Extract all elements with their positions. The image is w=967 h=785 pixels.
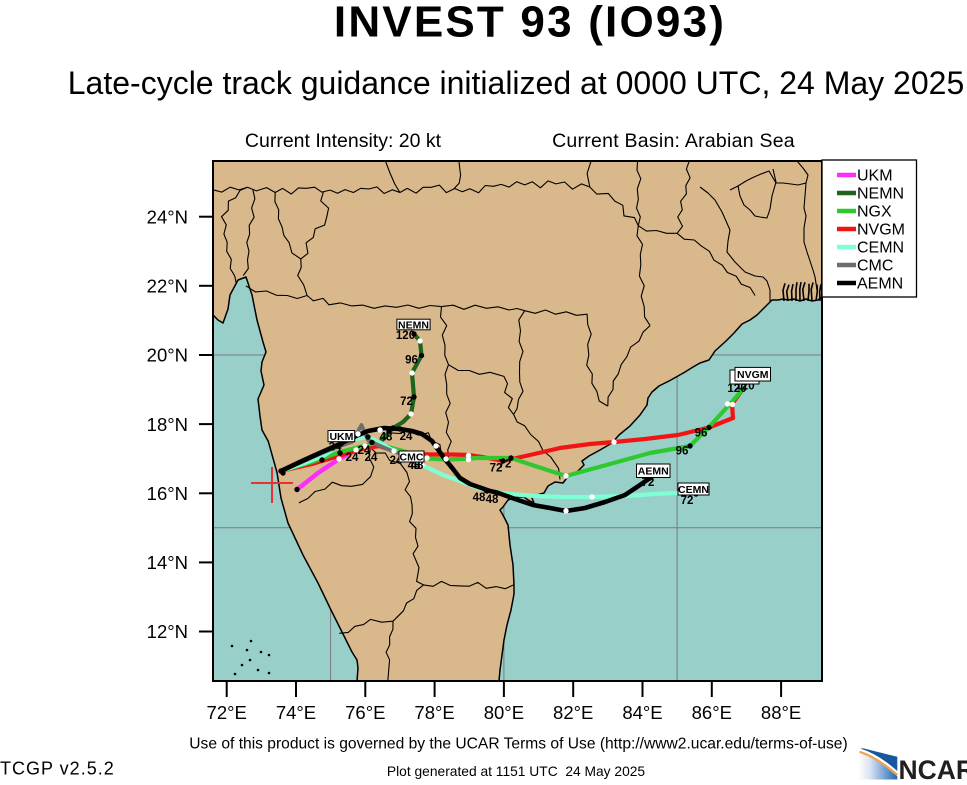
svg-text:80°E: 80°E [484, 702, 524, 723]
svg-text:74°E: 74°E [276, 702, 316, 723]
svg-text:72: 72 [499, 459, 512, 471]
svg-text:88°E: 88°E [761, 702, 801, 723]
svg-text:20°N: 20°N [147, 345, 188, 366]
svg-text:CEMN: CEMN [857, 240, 904, 257]
svg-text:78°E: 78°E [414, 702, 454, 723]
svg-text:72: 72 [642, 477, 655, 489]
svg-text:82°E: 82°E [553, 702, 593, 723]
svg-text:24: 24 [400, 431, 413, 443]
svg-text:120: 120 [396, 330, 415, 342]
svg-text:96: 96 [405, 355, 418, 367]
svg-text:UKM: UKM [857, 168, 893, 185]
svg-text:76°E: 76°E [345, 702, 385, 723]
svg-text:72°E: 72°E [207, 702, 247, 723]
svg-text:TCGP v2.5.2: TCGP v2.5.2 [0, 759, 115, 779]
svg-text:18°N: 18°N [147, 414, 188, 435]
svg-text:22°N: 22°N [147, 276, 188, 297]
svg-text:Late-cycle track guidance init: Late-cycle track guidance initialized at… [68, 65, 964, 101]
svg-text:AEMN: AEMN [638, 466, 669, 478]
svg-text:84°E: 84°E [622, 702, 662, 723]
svg-text:NGX: NGX [857, 204, 892, 221]
svg-text:120: 120 [727, 383, 746, 395]
svg-text:14°N: 14°N [147, 552, 188, 573]
svg-text:CMC: CMC [857, 258, 893, 275]
svg-text:24: 24 [329, 442, 342, 454]
svg-text:96: 96 [676, 446, 689, 458]
svg-text:48: 48 [380, 432, 393, 444]
svg-text:Current Basin: Arabian Sea: Current Basin: Arabian Sea [552, 130, 795, 152]
svg-text:72: 72 [400, 396, 413, 408]
svg-text:NCAR: NCAR [899, 755, 967, 780]
svg-text:CMC: CMC [400, 451, 424, 463]
svg-text:AEMN: AEMN [857, 276, 903, 293]
svg-text:24°N: 24°N [147, 206, 188, 227]
svg-text:NEMN: NEMN [857, 186, 904, 203]
svg-text:INVEST 93 (IO93): INVEST 93 (IO93) [334, 0, 726, 47]
svg-text:Current Intensity: 20 kt: Current Intensity: 20 kt [245, 130, 442, 152]
svg-text:86°E: 86°E [692, 702, 732, 723]
svg-text:Use of this product is governe: Use of this product is governed by the U… [189, 736, 847, 753]
svg-text:NVGM: NVGM [857, 222, 905, 239]
svg-text:Plot generated at 1151 UTC 24: Plot generated at 1151 UTC 24 May 2025 [387, 764, 646, 779]
svg-text:72: 72 [681, 495, 694, 507]
svg-text:NVGM: NVGM [737, 369, 769, 381]
svg-text:24: 24 [365, 452, 378, 464]
svg-text:CEMN: CEMN [678, 484, 709, 496]
svg-text:NEMN: NEMN [398, 319, 429, 331]
svg-text:96: 96 [695, 428, 708, 440]
svg-text:48: 48 [473, 492, 486, 504]
svg-text:16°N: 16°N [147, 483, 188, 504]
svg-text:48: 48 [486, 494, 499, 506]
svg-text:UKM: UKM [329, 431, 353, 443]
svg-text:12°N: 12°N [147, 621, 188, 642]
